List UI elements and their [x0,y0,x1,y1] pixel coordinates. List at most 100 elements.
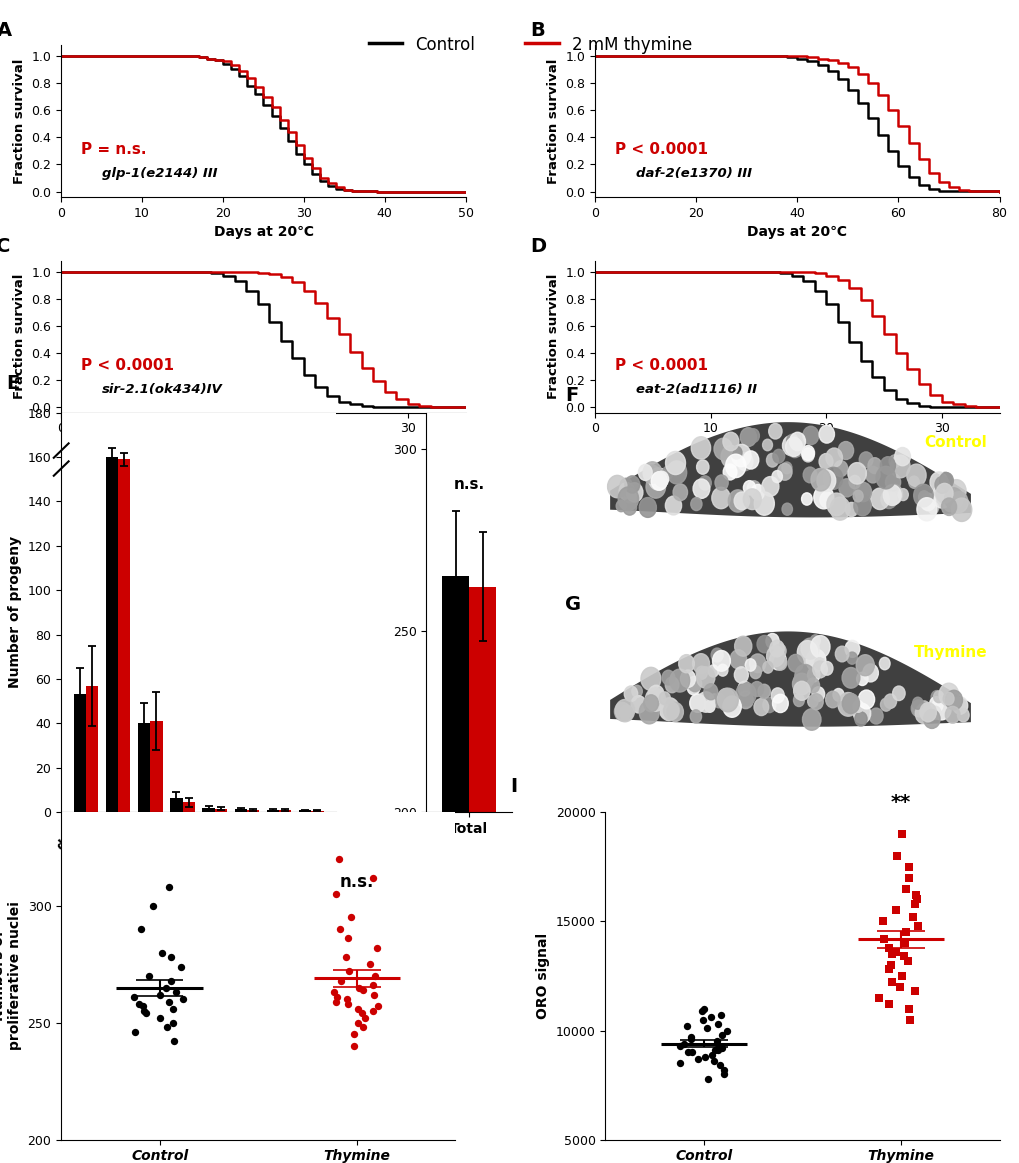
Circle shape [802,427,818,444]
Circle shape [731,444,750,466]
Circle shape [749,654,765,672]
Circle shape [858,690,873,709]
Point [365,985,381,1004]
Circle shape [698,476,710,490]
Circle shape [648,685,663,704]
Circle shape [624,686,637,701]
Circle shape [908,476,918,488]
Point [715,1065,732,1084]
Circle shape [793,694,804,707]
Bar [469,587,496,1163]
Text: sir-2.1(ok434)IV: sir-2.1(ok434)IV [102,383,222,395]
Point [162,948,178,966]
Circle shape [854,712,866,726]
Point [138,1004,154,1022]
Circle shape [842,668,859,688]
Point [338,948,355,966]
Circle shape [937,472,952,488]
Circle shape [650,472,666,491]
Y-axis label: Fraction survival: Fraction survival [546,274,559,399]
Point [154,943,170,962]
Circle shape [916,498,935,521]
Circle shape [806,678,818,693]
Circle shape [943,692,953,705]
Circle shape [930,697,951,720]
Circle shape [807,668,819,682]
Circle shape [643,465,659,484]
Circle shape [820,662,833,676]
Circle shape [756,635,771,652]
Circle shape [794,664,814,688]
Circle shape [735,683,755,706]
Circle shape [782,504,792,515]
Point [350,999,366,1018]
Point [368,939,384,957]
Point [909,916,925,935]
Circle shape [720,445,740,468]
Point [889,847,905,865]
Circle shape [929,472,947,493]
Circle shape [708,694,718,706]
Circle shape [945,706,959,723]
Circle shape [882,485,900,506]
Circle shape [745,658,755,671]
Point [152,1008,168,1027]
Point [713,1039,730,1057]
Point [364,1001,380,1020]
Circle shape [765,454,777,468]
Point [904,907,920,926]
Circle shape [913,484,932,507]
Point [689,1050,705,1069]
Circle shape [734,666,748,683]
Point [888,901,904,920]
Y-axis label: Fraction survival: Fraction survival [13,58,25,184]
Circle shape [642,462,661,484]
Point [355,1018,371,1036]
Circle shape [848,476,860,488]
Circle shape [910,700,924,716]
Circle shape [906,464,925,486]
Text: P < 0.0001: P < 0.0001 [614,142,707,157]
Circle shape [666,702,683,721]
Circle shape [834,461,847,477]
Point [680,1043,696,1062]
Point [356,1008,372,1027]
Circle shape [659,698,679,721]
Text: n.s.: n.s. [339,873,374,891]
Circle shape [768,423,782,438]
Circle shape [725,454,745,478]
Circle shape [689,694,705,713]
Bar [203,808,215,812]
Circle shape [811,687,823,701]
Circle shape [807,695,817,707]
Circle shape [809,694,822,709]
Point [870,989,887,1007]
Y-axis label: Number of progeny: Number of progeny [8,536,22,688]
Point [702,1008,718,1027]
Circle shape [666,461,686,484]
Circle shape [753,699,768,715]
Circle shape [770,687,784,702]
Circle shape [624,486,634,498]
Text: glp-1(e2144) III: glp-1(e2144) III [102,167,217,180]
Circle shape [880,490,896,508]
Circle shape [696,666,714,688]
Circle shape [892,686,904,700]
Circle shape [884,484,902,504]
Circle shape [818,426,834,443]
Circle shape [928,697,943,713]
Bar [182,802,195,812]
Point [696,1048,712,1066]
Bar [170,798,182,812]
Point [900,857,916,876]
Point [329,987,345,1006]
Circle shape [912,701,925,716]
Circle shape [875,466,895,488]
Circle shape [645,476,665,498]
Circle shape [884,473,900,491]
Point [339,994,356,1013]
Point [676,1034,692,1053]
Point [709,1041,726,1059]
Circle shape [800,638,818,659]
Circle shape [792,673,810,694]
